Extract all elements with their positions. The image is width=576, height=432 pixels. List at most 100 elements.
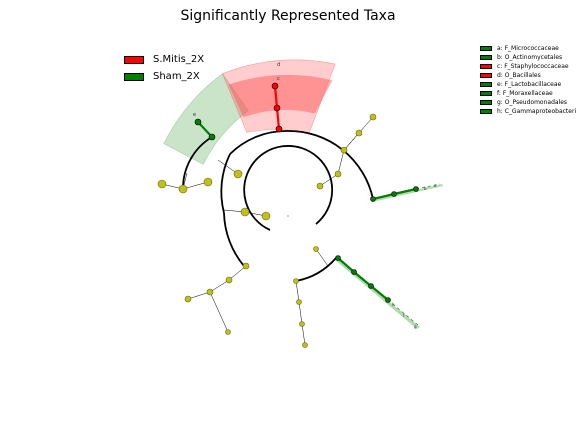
branch — [315, 248, 329, 267]
taxa-swatch — [480, 100, 492, 105]
node — [233, 169, 243, 179]
branch — [298, 301, 303, 325]
clade-label-d: d — [277, 62, 280, 68]
node — [355, 129, 363, 137]
branch — [301, 323, 306, 346]
legend-swatch-group-a — [124, 55, 144, 64]
taxa-legend-item: e: F_Lactobacillaceae — [480, 80, 576, 89]
clade-label-e: e — [193, 112, 196, 118]
branch-pseudomonadales — [372, 192, 395, 201]
clade-highlight-bacillales — [222, 59, 336, 134]
branch — [337, 149, 345, 175]
taxa-swatch — [480, 82, 492, 87]
root-node — [287, 215, 289, 217]
clade-label-a: a — [434, 183, 437, 188]
node — [299, 321, 305, 327]
legend-label-group-a: S.Mitis_2X — [153, 54, 205, 65]
figure-title: Significantly Represented Taxa — [180, 8, 396, 24]
branch-moraxellaceae — [393, 187, 417, 196]
taxa-label: g: O_Pseudomonadales — [497, 99, 568, 106]
taxa-swatch — [480, 46, 492, 51]
taxa-label: f: F_Moraxellaceae — [497, 90, 553, 97]
clade-label-c: c — [277, 76, 280, 82]
branch-gamma-sub2 — [370, 285, 389, 301]
branch-actinomycetales — [197, 121, 213, 138]
taxa-swatch — [480, 73, 492, 78]
clade-highlight-staphylococcaceae — [228, 74, 333, 118]
branch — [415, 183, 441, 190]
branch-gammaproteobacteria — [337, 257, 355, 273]
node — [334, 170, 342, 178]
node-gamma-sub1 — [351, 269, 357, 275]
taxa-label: h: C_Gammaproteobacteria — [497, 108, 576, 115]
branch — [319, 173, 339, 187]
node-moraxellaceae — [391, 191, 397, 197]
clade-arc — [182, 136, 213, 190]
node-moraxellaceae-genus — [413, 186, 419, 192]
node — [302, 342, 308, 348]
node-bacillales — [275, 125, 283, 133]
node — [296, 299, 302, 305]
legend-item-group-b: Sham_2X — [124, 68, 204, 85]
node — [184, 295, 192, 303]
taxa-swatch — [480, 91, 492, 96]
node — [313, 246, 319, 252]
node — [225, 329, 231, 335]
branch — [295, 280, 300, 303]
node-staphylococcus — [271, 82, 279, 90]
node — [369, 113, 377, 121]
taxa-legend-item: c: F_Staphylococcaceae — [480, 62, 576, 71]
clade-highlight-actinomycetales — [163, 73, 249, 165]
taxa-label: c: F_Staphylococcaceae — [497, 63, 569, 70]
branch — [228, 265, 247, 281]
taxa-swatch — [480, 64, 492, 69]
clade-arc — [286, 130, 374, 200]
legend-item-group-a: S.Mitis_2X — [124, 51, 204, 68]
node-pseudomonadales — [370, 196, 376, 202]
clade-highlight-pseudomonadales — [372, 184, 443, 202]
node — [316, 182, 324, 190]
legend-label-group-b: Sham_2X — [153, 71, 200, 82]
clade-arc — [220, 153, 231, 214]
taxa-legend-item: h: C_Gammaproteobacteria — [480, 107, 576, 116]
branch — [182, 181, 209, 190]
node — [340, 146, 348, 154]
taxa-swatch — [480, 55, 492, 60]
node — [178, 184, 188, 194]
clade-arc — [243, 145, 334, 231]
clade-highlight-gammaproteobacteria — [335, 258, 420, 329]
clade-label-g: g — [414, 324, 417, 329]
taxa-legend-item: f: F_Moraxellaceae — [480, 89, 576, 98]
taxa-legend-item: d: O_Bacillales — [480, 71, 576, 80]
group-legend: S.Mitis_2X Sham_2X — [124, 51, 204, 85]
significant-branches — [197, 85, 417, 301]
node-actinomycetales — [208, 133, 216, 141]
clade-label-f: f — [403, 313, 405, 318]
branch-gamma-sub1 — [353, 271, 372, 287]
node-micrococcaceae — [194, 118, 202, 126]
node-gamma-sub2 — [368, 283, 374, 289]
taxa-label: e: F_Lactobacillaceae — [497, 81, 562, 88]
node — [225, 276, 233, 284]
node-staphylococcaceae — [273, 104, 281, 112]
clade-arc — [223, 212, 245, 267]
taxa-label: d: O_Bacillales — [497, 72, 541, 79]
node — [242, 262, 250, 270]
node-gamma-sub3 — [385, 297, 391, 303]
node — [293, 278, 299, 284]
neutral-nodes — [157, 113, 377, 348]
node — [261, 211, 271, 221]
clade-arc — [229, 130, 288, 155]
clade-arc — [295, 257, 337, 282]
faint-branches — [387, 183, 441, 326]
branch — [209, 279, 230, 293]
taxa-swatch — [480, 109, 492, 114]
taxa-label: b: O_Actinomycetales — [497, 54, 563, 61]
taxa-legend: a: F_Micrococcaceae b: O_Actinomycetales… — [480, 44, 576, 116]
branch — [187, 291, 211, 300]
taxa-label: a: F_Micrococcaceae — [497, 45, 559, 52]
node — [206, 288, 214, 296]
taxa-legend-item: g: O_Pseudomonadales — [480, 98, 576, 107]
node-gammaproteobacteria — [335, 255, 341, 261]
